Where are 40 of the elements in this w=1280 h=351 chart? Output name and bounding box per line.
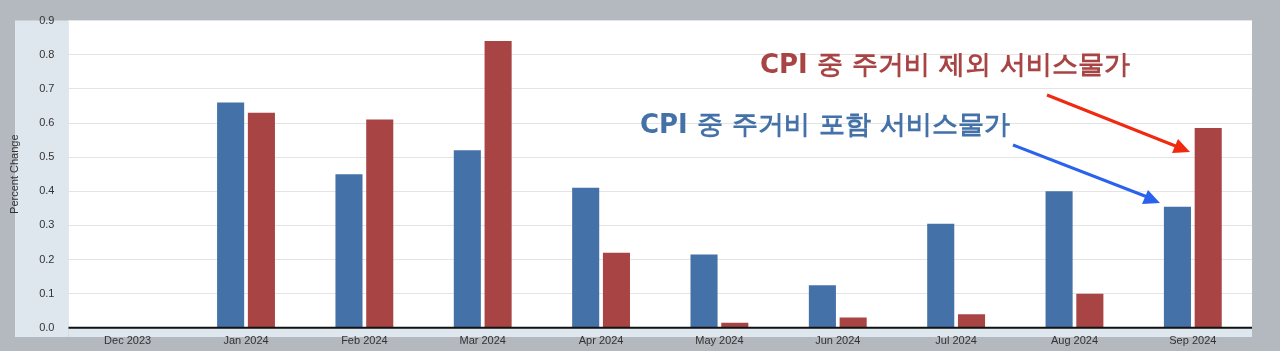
bar — [572, 187, 600, 328]
y-axis-title: Percent Change — [7, 134, 20, 214]
x-tick-label: Aug 2024 — [1050, 334, 1099, 347]
bar — [808, 285, 836, 328]
bar — [247, 112, 275, 328]
bar — [366, 119, 394, 328]
text: CPI 중 주거비 포함 서비스물가 — [639, 107, 1011, 141]
bar — [335, 174, 363, 328]
bar — [1194, 128, 1222, 328]
y-tick-label: 0.6 — [39, 116, 55, 129]
x-tick-label: Jul 2024 — [935, 334, 977, 347]
bar — [1076, 293, 1104, 328]
bar — [690, 254, 718, 328]
x-tick-label: May 2024 — [695, 334, 744, 347]
y-tick-label: 0.9 — [39, 13, 55, 26]
bar — [1045, 191, 1073, 328]
x-tick-label: Dec 2023 — [104, 334, 152, 347]
x-tick-label: Mar 2024 — [459, 334, 506, 347]
y-tick-label: 0.5 — [39, 150, 55, 163]
bar — [217, 102, 245, 328]
bar — [602, 252, 630, 328]
x-tick-label: Sep 2024 — [1169, 334, 1217, 347]
y-tick-label: 0.8 — [39, 47, 55, 60]
y-tick-label: 0.3 — [39, 218, 55, 231]
bar — [957, 314, 986, 328]
y-tick-label: 0.2 — [39, 252, 55, 265]
bar — [453, 150, 481, 328]
x-tick-label: Jun 2024 — [815, 334, 861, 347]
y-tick-label: 0.0 — [39, 320, 55, 333]
y-tick-label: 0.7 — [39, 81, 55, 94]
y-tick-label: 0.4 — [39, 184, 55, 197]
bar — [839, 317, 867, 328]
x-tick-label: Feb 2024 — [341, 334, 388, 347]
bar — [1163, 206, 1191, 328]
x-tick-label: Jan 2024 — [223, 334, 269, 347]
x-tick-label: Apr 2024 — [578, 334, 624, 347]
bar — [484, 41, 512, 328]
text: CPI 중 주거비 제외 서비스물가 — [759, 47, 1131, 81]
bar — [927, 223, 955, 328]
y-tick-label: 0.1 — [39, 286, 55, 299]
